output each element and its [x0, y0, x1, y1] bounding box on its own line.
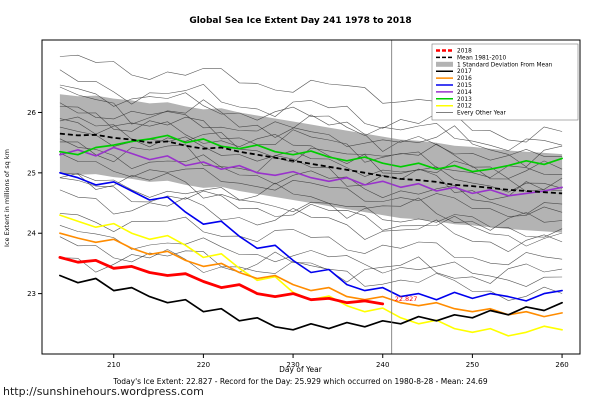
- other-year-lines: [59, 54, 563, 301]
- x-tick-label: 250: [466, 361, 479, 369]
- x-tick-label: 240: [376, 361, 389, 369]
- legend-label: 2012: [457, 104, 472, 110]
- std-dev-band: [59, 94, 563, 233]
- legend-label: Every Other Year: [457, 111, 507, 117]
- legend-label: 2013: [457, 97, 472, 103]
- legend-label: 1 Standard Deviation From Mean: [457, 62, 553, 68]
- series-2016: [59, 232, 563, 318]
- legend-label: 2015: [457, 83, 472, 89]
- legend-label: Mean 1981-2010: [457, 55, 507, 61]
- y-tick-label: 26: [27, 109, 36, 117]
- x-tick-label: 260: [555, 361, 568, 369]
- y-axis-label-wrap: Ice Extent in millions of sq km: [0, 40, 14, 355]
- x-axis-label: Day of Year: [279, 365, 322, 374]
- mean-line: [59, 132, 563, 195]
- y-axis-label: Ice Extent in millions of sq km: [3, 148, 11, 247]
- legend-label: 2014: [457, 90, 472, 96]
- stats-caption: Today's Ice Extent: 22.827 - Record for …: [113, 377, 488, 386]
- y-tick-label: 23: [27, 290, 36, 298]
- today-value-label: 22.827: [395, 295, 418, 303]
- legend-label: 2016: [457, 76, 472, 82]
- x-tick-label: 220: [197, 361, 210, 369]
- y-tick-label: 25: [27, 169, 36, 177]
- series-2013: [59, 134, 563, 173]
- x-tick-label: 230: [286, 361, 299, 369]
- axes: 210 220 230 240 250 260 23 24 25 26: [27, 39, 581, 369]
- series-2014: [59, 146, 563, 197]
- watermark-link[interactable]: http://sunshinehours.wordpress.com: [3, 385, 204, 398]
- y-tick-label: 24: [27, 230, 36, 238]
- series-2015: [59, 172, 563, 302]
- series-2018: [58, 255, 385, 306]
- x-tick-label: 210: [107, 361, 120, 369]
- legend-label: 2017: [457, 69, 472, 75]
- chart-title: Global Sea Ice Extent Day 241 1978 to 20…: [189, 16, 412, 26]
- legend-label: 2018: [457, 49, 472, 55]
- series-2017: [59, 274, 563, 331]
